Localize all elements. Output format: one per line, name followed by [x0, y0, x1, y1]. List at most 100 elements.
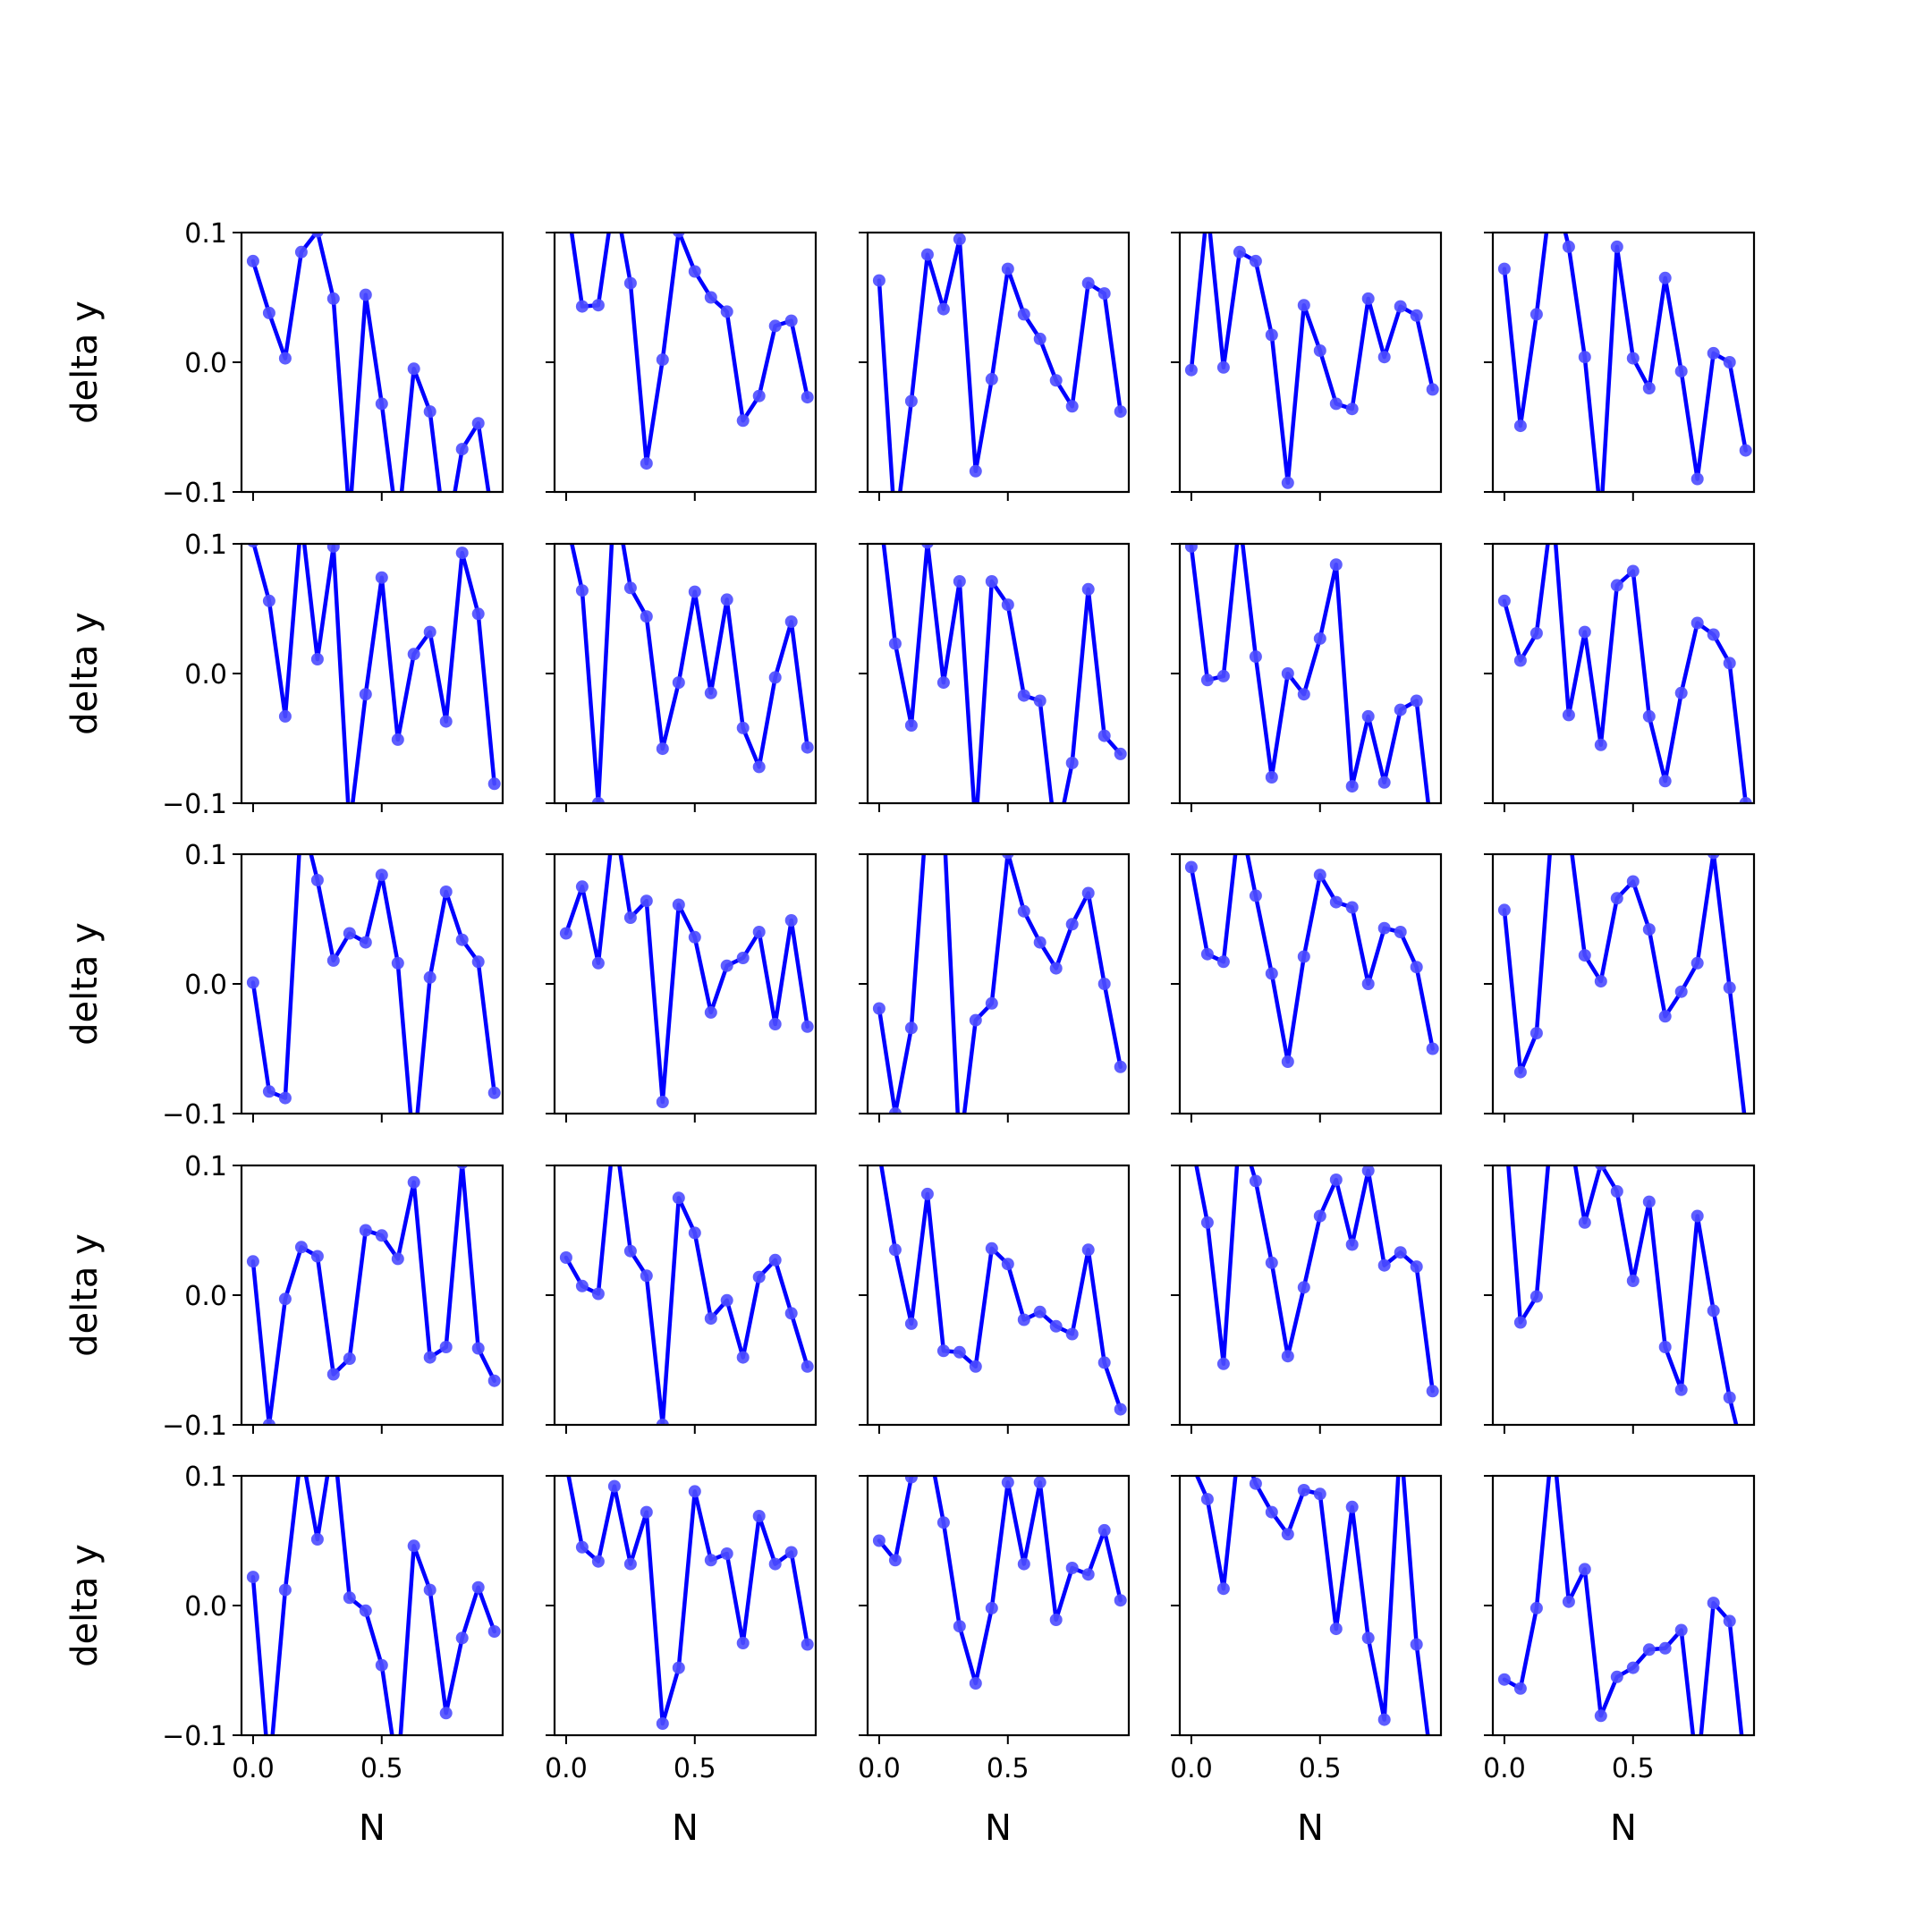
data-point — [969, 464, 982, 478]
subplot-r1-c4 — [1171, 200, 1443, 501]
data-point — [784, 615, 798, 628]
data-point — [1329, 558, 1343, 572]
data-point — [455, 1631, 469, 1645]
data-point — [1578, 1563, 1591, 1576]
series-group — [246, 233, 491, 492]
data-point — [1281, 1055, 1294, 1068]
data-point — [1216, 669, 1230, 682]
data-point — [359, 936, 372, 949]
data-point — [1394, 1431, 1407, 1444]
data-point — [1578, 949, 1591, 962]
data-point — [1723, 1614, 1736, 1628]
data-point — [343, 927, 356, 940]
data-point — [888, 637, 902, 650]
data-point — [969, 1360, 982, 1373]
data-point — [1690, 472, 1704, 486]
data-point — [1377, 1258, 1391, 1272]
data-point — [1610, 579, 1623, 592]
data-point — [801, 1020, 814, 1033]
data-point — [1530, 308, 1543, 321]
data-point — [1658, 1010, 1672, 1023]
data-point — [752, 1270, 766, 1284]
series-line — [1194, 1476, 1430, 1735]
data-point — [1265, 967, 1278, 980]
data-point — [471, 1342, 485, 1355]
data-point — [1578, 1216, 1591, 1229]
series-line — [1502, 233, 1748, 492]
data-point — [375, 571, 388, 584]
data-point — [559, 927, 572, 940]
data-point — [1097, 1356, 1111, 1369]
data-point — [575, 880, 589, 894]
data-point — [1017, 308, 1030, 321]
data-point — [1201, 200, 1214, 213]
series-line — [250, 1476, 496, 1735]
y-axis-label: delta y — [64, 1233, 106, 1357]
data-point — [1690, 616, 1704, 630]
data-point — [1626, 875, 1640, 888]
data-point — [640, 610, 653, 623]
series-group — [1497, 544, 1752, 803]
data-point — [423, 1351, 436, 1364]
data-point — [1200, 1216, 1214, 1229]
series-group — [1497, 233, 1752, 524]
data-point — [1065, 1327, 1079, 1341]
data-point — [1595, 512, 1607, 524]
y-tick-label: −0.1 — [162, 478, 227, 509]
subplot-r1-c2 — [546, 188, 818, 501]
data-point — [591, 1555, 605, 1568]
data-point — [1674, 1383, 1688, 1396]
data-point — [278, 709, 292, 723]
data-point — [752, 926, 766, 938]
data-point — [1313, 631, 1326, 645]
x-axis-label: N — [672, 1808, 699, 1849]
data-point — [1097, 287, 1111, 301]
data-point — [1707, 628, 1720, 641]
data-point — [623, 276, 637, 290]
data-point — [1513, 654, 1527, 667]
series-line — [1189, 544, 1431, 803]
series-group — [246, 1476, 501, 1735]
data-point — [278, 1091, 292, 1105]
data-point — [1185, 1133, 1198, 1146]
data-point — [575, 1540, 589, 1554]
series-line — [879, 1165, 1123, 1411]
data-point — [1033, 1305, 1046, 1318]
data-point — [953, 575, 966, 588]
data-point — [953, 1345, 966, 1359]
data-point — [1361, 1165, 1375, 1177]
data-point — [752, 389, 766, 402]
data-point — [1707, 346, 1720, 360]
data-point — [1361, 292, 1375, 305]
subplot-r3-c2 — [546, 852, 818, 1123]
data-point — [591, 1287, 605, 1301]
y-tick-label: 0.1 — [184, 1462, 227, 1493]
subplot-r1-c1: −0.1 0.0 0.1 delta y — [64, 218, 504, 509]
data-point — [1097, 1523, 1111, 1537]
data-point — [294, 245, 308, 258]
data-point — [262, 1085, 275, 1098]
data-point — [1017, 1557, 1030, 1571]
data-point — [1249, 650, 1262, 664]
data-point — [768, 1018, 782, 1030]
data-point — [1690, 1209, 1704, 1223]
data-point — [970, 823, 982, 835]
data-point — [1530, 1027, 1543, 1040]
data-point — [1427, 836, 1439, 849]
data-point — [801, 391, 814, 404]
data-point — [247, 544, 259, 548]
data-point — [1184, 860, 1198, 874]
data-point — [688, 930, 701, 944]
subplot-r3-c1: −0.1 0.0 0.1 delta y — [64, 840, 504, 1131]
data-point — [904, 719, 918, 732]
data-point — [1249, 889, 1262, 902]
data-point — [640, 1269, 653, 1283]
data-point — [343, 1591, 356, 1605]
data-point — [784, 314, 798, 327]
data-point — [246, 1571, 259, 1584]
data-point — [608, 188, 621, 200]
data-point — [1313, 1487, 1326, 1501]
data-point — [1081, 582, 1095, 596]
data-point — [688, 1226, 701, 1240]
